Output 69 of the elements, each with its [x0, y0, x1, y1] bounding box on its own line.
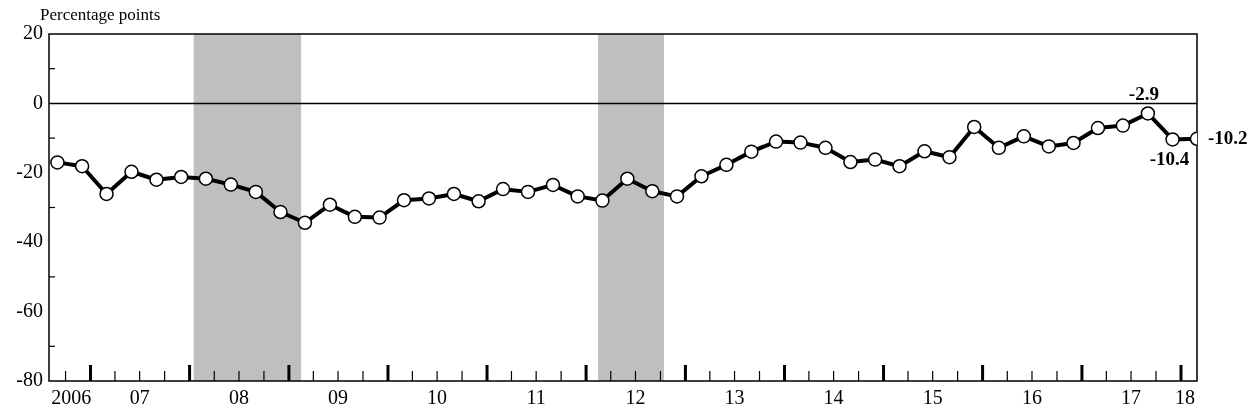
point — [74, 158, 90, 174]
point — [471, 194, 486, 209]
point — [843, 154, 858, 170]
data-label: -2.9 — [1128, 82, 1159, 104]
x-tick-label: 15 — [922, 386, 943, 409]
y-tick-label: 20 — [23, 21, 43, 44]
point — [396, 192, 412, 208]
x-tick-label: 08 — [228, 386, 249, 409]
point — [1016, 129, 1032, 144]
point — [223, 177, 239, 192]
x-tick-label: 07 — [129, 386, 150, 409]
point — [545, 177, 561, 193]
y-axis-title: Percentage points — [40, 5, 161, 24]
point — [1066, 135, 1081, 151]
point — [768, 134, 784, 149]
point — [248, 184, 264, 200]
point — [620, 171, 635, 186]
point — [892, 158, 907, 174]
point — [570, 189, 585, 204]
x-tick-label: 18 — [1175, 386, 1196, 409]
point — [1165, 132, 1180, 147]
point — [50, 155, 65, 170]
point — [99, 186, 114, 202]
x-tick-label: 2006 — [51, 386, 92, 409]
point — [149, 172, 164, 187]
point — [520, 184, 536, 200]
point — [818, 140, 833, 156]
point — [273, 204, 288, 220]
y-tick-label: -60 — [16, 298, 43, 321]
y-tick-label: 0 — [33, 90, 43, 113]
x-tick-label: 17 — [1121, 386, 1142, 409]
x-tick-label: 16 — [1021, 386, 1042, 409]
data-label: -10.4 — [1149, 147, 1190, 169]
point — [297, 215, 313, 231]
point — [744, 144, 759, 159]
point — [694, 169, 709, 184]
point — [347, 209, 363, 225]
point — [595, 193, 610, 208]
point — [966, 119, 982, 135]
y-tick-label: -80 — [16, 368, 43, 391]
point — [669, 189, 685, 204]
point — [124, 164, 139, 180]
point — [198, 171, 214, 186]
point — [372, 210, 387, 225]
point — [446, 186, 462, 202]
x-tick-label: 10 — [427, 386, 448, 409]
point — [495, 181, 511, 197]
point — [1041, 139, 1057, 154]
point — [719, 157, 734, 173]
point — [645, 183, 660, 199]
y-tick-label: -20 — [16, 160, 43, 183]
point — [793, 135, 808, 150]
point — [917, 144, 932, 159]
y-tick-label: -40 — [16, 229, 43, 252]
x-tick-label: 11 — [526, 386, 546, 409]
point — [867, 152, 883, 167]
data-label: -10.2 — [1208, 126, 1248, 148]
point — [1115, 118, 1131, 133]
point — [942, 149, 957, 165]
point — [1140, 106, 1156, 121]
x-tick-label: 09 — [328, 386, 349, 409]
x-tick-label: 12 — [625, 386, 646, 409]
point — [421, 191, 437, 206]
point — [173, 169, 189, 185]
point — [1090, 120, 1106, 136]
point — [322, 197, 338, 212]
point — [991, 140, 1007, 156]
x-tick-label: 14 — [823, 386, 844, 409]
x-tick-label: 13 — [724, 386, 745, 409]
